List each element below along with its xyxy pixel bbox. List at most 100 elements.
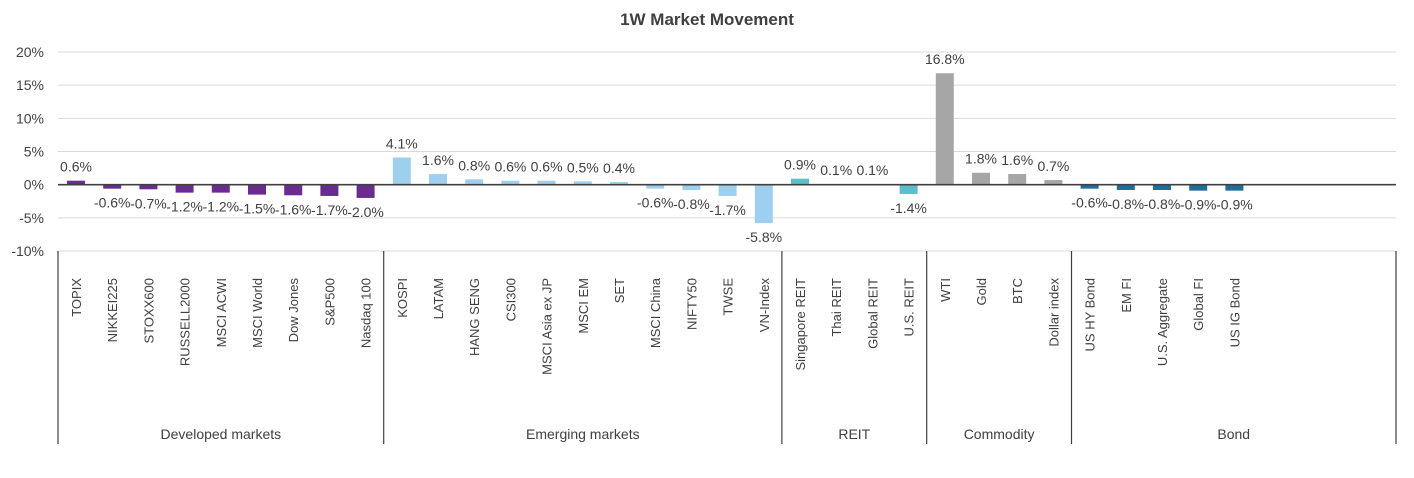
category-label: VN-Index <box>757 278 772 333</box>
category-label: SET <box>612 278 627 303</box>
category-label: Singapore REIT <box>793 278 808 371</box>
data-label: 0.6% <box>531 159 563 175</box>
bar <box>972 172 990 185</box>
data-label: 0.6% <box>60 159 92 175</box>
bar <box>573 181 592 185</box>
bar <box>718 184 737 196</box>
bar <box>139 184 158 190</box>
data-label: 0.8% <box>458 157 490 173</box>
data-label: -1.2% <box>203 199 240 215</box>
y-tick-label: 20% <box>16 44 44 60</box>
data-label: 1.6% <box>422 152 454 168</box>
bar <box>1225 184 1244 191</box>
data-label: -0.6% <box>637 195 674 211</box>
gridlines <box>58 51 1396 252</box>
data-label: -1.5% <box>239 201 276 217</box>
data-label: -1.6% <box>275 201 312 217</box>
bar <box>356 184 375 198</box>
data-label: -1.7% <box>709 202 746 218</box>
data-label: 1.6% <box>1001 152 1033 168</box>
group-separators <box>57 251 1397 444</box>
bar <box>1189 184 1208 191</box>
group-labels: Developed markets Emerging markets REIT Com… <box>161 426 1251 442</box>
bar <box>1008 174 1027 185</box>
category-label: Nasdaq 100 <box>359 278 374 348</box>
data-label: -1.7% <box>311 202 348 218</box>
data-label: 16.8% <box>925 51 965 67</box>
category-label: U.S. Aggregate <box>1155 278 1170 366</box>
group-label: Developed markets <box>161 426 282 442</box>
data-label: 0.6% <box>494 159 526 175</box>
category-label: Global FI <box>1191 278 1206 331</box>
category-label: Gold <box>974 278 989 305</box>
bar <box>1080 184 1099 189</box>
bar <box>646 184 665 189</box>
category-label: RUSSELL2000 <box>178 278 193 366</box>
category-label: BTC <box>1010 278 1025 304</box>
category-label: US IG Bond <box>1227 278 1242 347</box>
category-label: LATAM <box>431 278 446 319</box>
category-label: HANG SENG <box>467 278 482 356</box>
data-label: 1.8% <box>965 151 997 167</box>
data-label: -0.8% <box>1108 196 1145 212</box>
chart-title: 1W Market Movement <box>620 10 794 29</box>
bar <box>537 180 556 185</box>
data-label: -0.8% <box>1144 196 1181 212</box>
bar <box>791 178 809 185</box>
data-label: -0.7% <box>130 195 167 211</box>
data-labels: 0.6%-0.6% -0.7% -1.2% -1.2% -1.5% -1.6% -1.7% -… <box>60 51 1253 245</box>
data-label: 4.1% <box>386 135 418 151</box>
bar <box>754 184 773 224</box>
bar <box>501 180 520 185</box>
category-label: MSCI World <box>250 278 265 348</box>
data-label: -0.9% <box>1216 197 1253 213</box>
data-label: -5.8% <box>746 229 783 245</box>
bar <box>465 179 484 185</box>
category-label: WTI <box>938 278 953 302</box>
category-label: CSI300 <box>503 278 518 321</box>
category-label: EM FI <box>1119 278 1134 313</box>
bar <box>899 184 918 194</box>
data-label: -0.8% <box>673 196 710 212</box>
category-label: MSCI Asia ex JP <box>540 278 555 375</box>
data-label: -0.6% <box>94 195 131 211</box>
data-label: -2.0% <box>347 204 384 220</box>
bar <box>1044 180 1063 185</box>
data-label: -1.2% <box>166 199 203 215</box>
data-label: 0.9% <box>784 157 816 173</box>
category-label: US HY Bond <box>1083 278 1098 351</box>
category-label: TWSE <box>721 278 736 316</box>
bar <box>103 184 122 189</box>
data-label: -1.4% <box>890 200 927 216</box>
bar <box>175 184 194 193</box>
bar <box>682 184 701 190</box>
category-label: MSCI ACWI <box>214 278 229 347</box>
bar <box>1153 184 1171 190</box>
y-tick-label: -5% <box>19 210 44 226</box>
category-label: MSCI EM <box>576 278 591 334</box>
data-label: -0.9% <box>1180 197 1217 213</box>
category-label: Thai REIT <box>829 278 844 337</box>
bar <box>1116 184 1135 190</box>
category-label: MSCI China <box>648 277 663 348</box>
category-label: STOXX600 <box>141 278 156 344</box>
group-label: Emerging markets <box>526 426 640 442</box>
category-label: U.S. REIT <box>902 278 917 337</box>
bar <box>284 184 303 196</box>
category-label: Dollar index <box>1046 278 1061 347</box>
y-tick-label: 5% <box>24 144 44 160</box>
category-label: Global REIT <box>865 278 880 349</box>
group-label: REIT <box>838 426 870 442</box>
group-label: Commodity <box>964 426 1035 442</box>
category-label: NIKKEI225 <box>105 278 120 342</box>
category-label: Dow Jones <box>286 278 301 343</box>
data-label: 0.1% <box>820 162 852 178</box>
y-tick-label: 10% <box>16 110 44 126</box>
group-label: Bond <box>1217 426 1250 442</box>
bar <box>320 184 339 196</box>
bar <box>211 184 230 193</box>
bar <box>610 182 628 185</box>
y-tick-label: -10% <box>11 243 44 259</box>
data-label: 0.5% <box>567 159 599 175</box>
